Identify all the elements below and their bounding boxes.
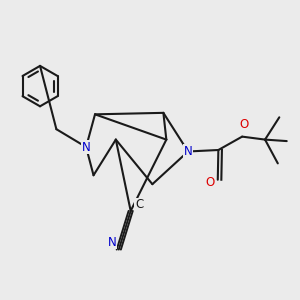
Text: C: C <box>135 199 143 212</box>
Text: N: N <box>108 236 117 249</box>
Text: N: N <box>184 145 192 158</box>
Text: N: N <box>82 140 91 154</box>
Text: O: O <box>239 118 248 130</box>
Text: O: O <box>206 176 215 189</box>
